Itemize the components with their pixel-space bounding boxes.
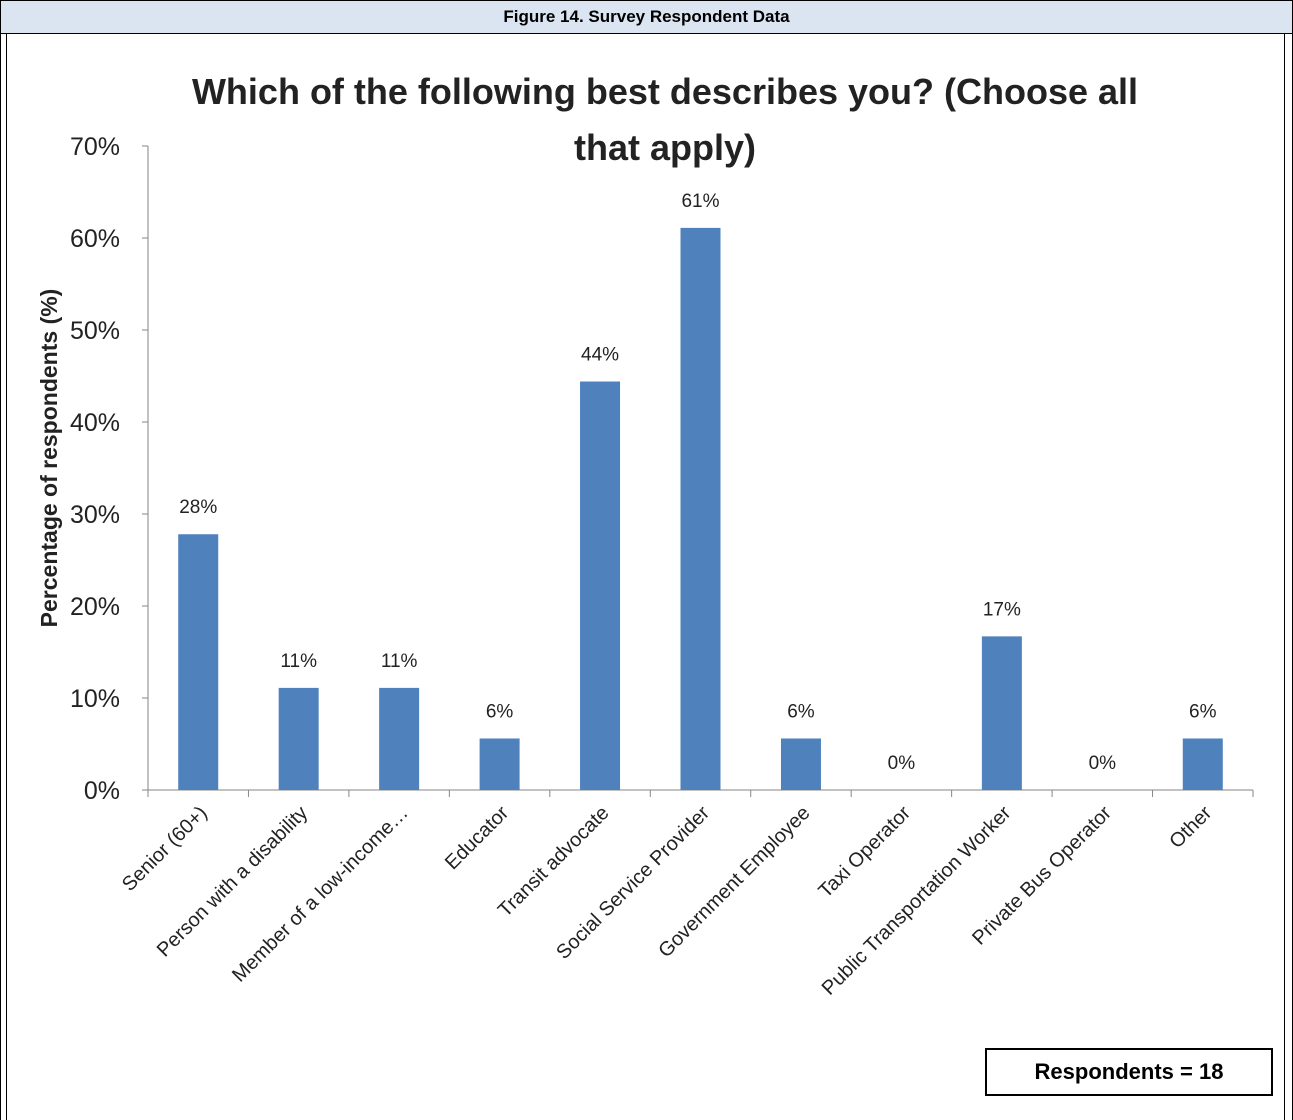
- y-tick-label: 30%: [70, 501, 120, 529]
- bar: [278, 687, 319, 790]
- figure-caption: Figure 14. Survey Respondent Data: [0, 0, 1293, 34]
- inner-border-right: [1284, 33, 1285, 1120]
- data-label: 6%: [1189, 701, 1217, 722]
- y-tick-label: 50%: [70, 317, 120, 345]
- bar: [479, 738, 520, 790]
- bar: [379, 687, 420, 790]
- y-tick-label: 40%: [70, 409, 120, 437]
- data-label: 17%: [983, 599, 1021, 620]
- data-label: 28%: [179, 497, 217, 518]
- x-category-label: Public Transportation Worker: [818, 802, 1016, 1000]
- inner-border: [6, 33, 7, 1120]
- y-tick-label: 60%: [70, 225, 120, 253]
- bar: [780, 738, 821, 790]
- data-label: 6%: [486, 701, 514, 722]
- data-label: 6%: [787, 701, 815, 722]
- x-category-label: Educator: [441, 802, 513, 874]
- y-axis-title: Percentage of respondents (%): [36, 289, 62, 628]
- y-tick-label: 10%: [70, 685, 120, 713]
- x-category-label: Taxi Operator: [814, 802, 915, 903]
- x-category-label: Other: [1165, 802, 1216, 853]
- bar: [981, 636, 1022, 790]
- x-category-label: Senior (60+): [118, 802, 212, 896]
- bar: [178, 534, 219, 790]
- y-tick-label: 0%: [84, 777, 120, 805]
- data-label: 44%: [581, 345, 619, 366]
- data-label: 0%: [1089, 753, 1117, 774]
- data-label: 11%: [280, 651, 317, 672]
- bar: [680, 227, 721, 790]
- bar: [580, 381, 621, 790]
- respondents-count-box: Respondents = 18: [985, 1048, 1273, 1096]
- bar: [1182, 738, 1223, 790]
- y-tick-label: 20%: [70, 593, 120, 621]
- data-label: 61%: [681, 191, 719, 212]
- data-label: 0%: [888, 753, 916, 774]
- chart-title: Which of the following best describes yo…: [191, 71, 1139, 168]
- y-tick-label: 70%: [70, 133, 120, 161]
- data-label: 11%: [381, 651, 418, 672]
- x-category-label: Member of a low-income…: [228, 802, 413, 987]
